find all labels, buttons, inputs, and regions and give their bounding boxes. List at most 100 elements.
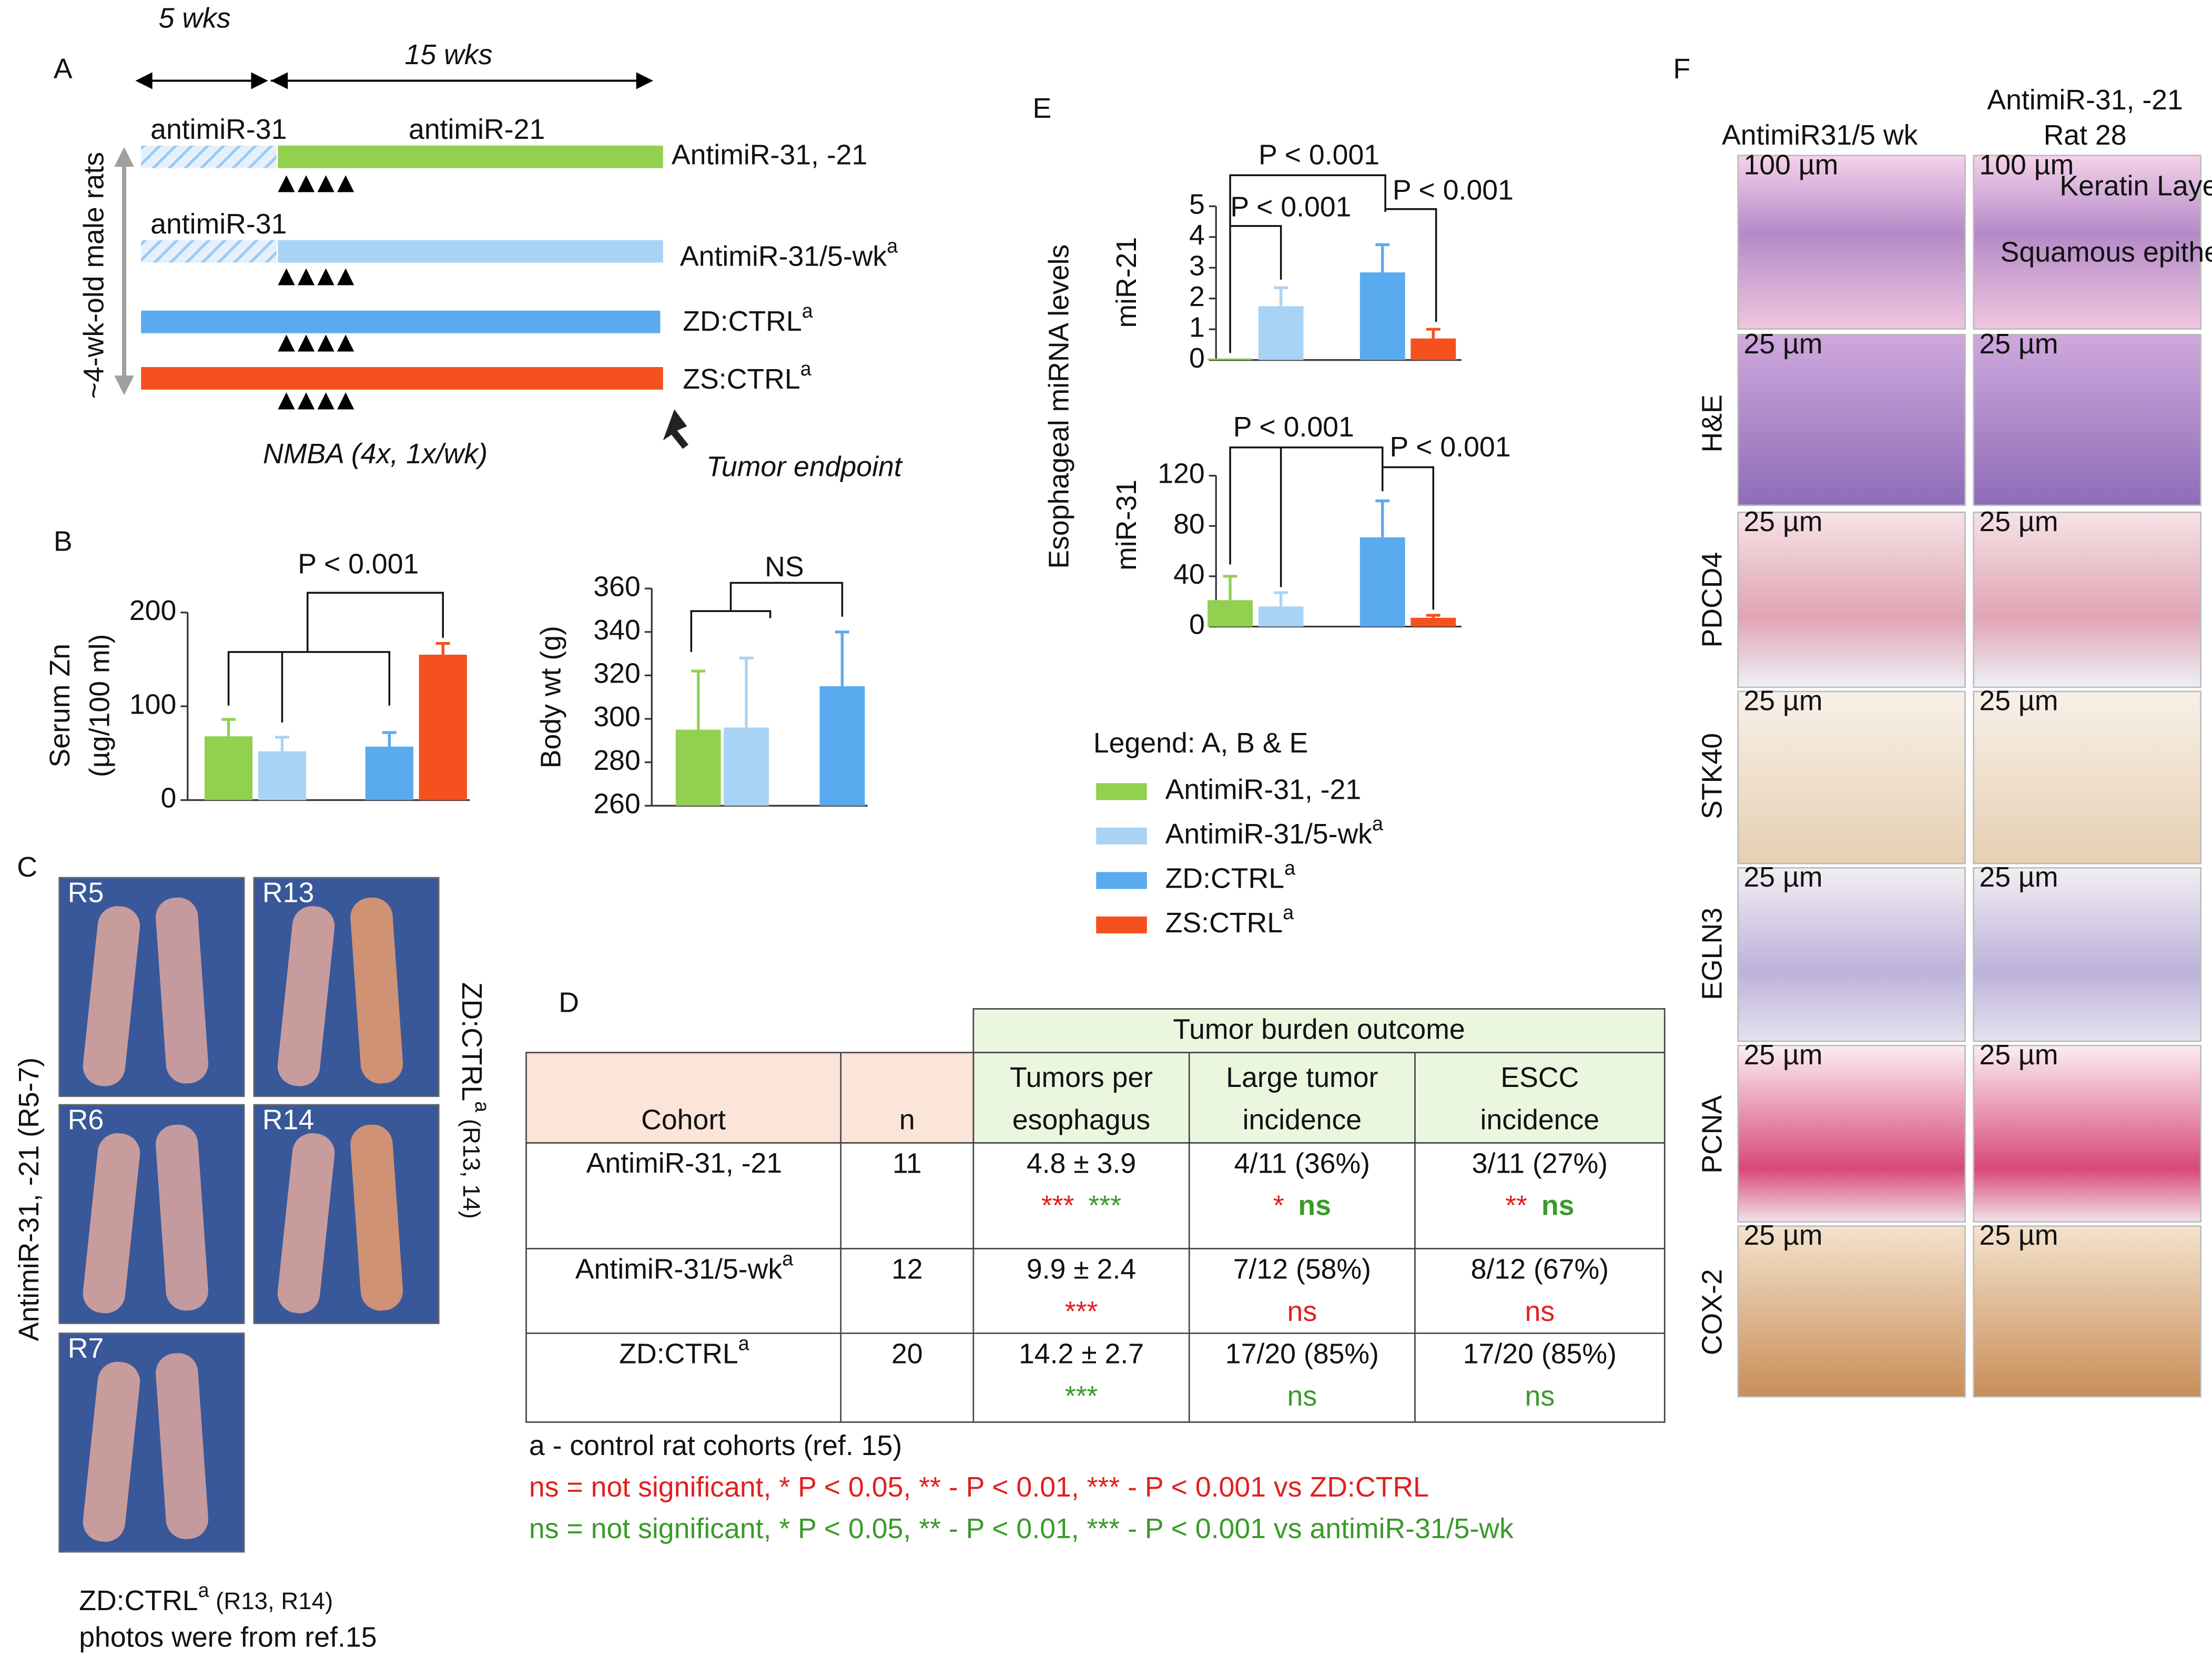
micrograph (1737, 690, 1966, 864)
scale-bar-label: 25 µm (1743, 685, 1822, 717)
injection-marker (317, 392, 334, 410)
y-tick-label: 0 (160, 782, 176, 814)
bracket (690, 610, 772, 652)
scale-bar-label: 25 µm (1979, 506, 2058, 537)
significance-mark: *** (1088, 1190, 1121, 1222)
group-label: ZS:CTRLa (683, 358, 811, 395)
superscript: a (782, 1247, 793, 1269)
cell-value: 4/11 (36%) (1234, 1147, 1370, 1179)
photo-group-label: ZD:CTRLa (R13, 14) (456, 982, 493, 1219)
significance-mark: *** (1041, 1190, 1074, 1222)
superscript: a (1283, 901, 1294, 923)
row-label: STK40 (1696, 733, 1728, 819)
legend-label: ZD:CTRLa (1165, 857, 1295, 894)
bar (1411, 617, 1456, 627)
cell-value: 17/20 (85%) (1463, 1338, 1617, 1370)
bracket (1385, 208, 1437, 322)
label-text: ZD:CTRL (456, 982, 488, 1101)
cohort-size: 11 (892, 1147, 922, 1179)
row-label: PDCD4 (1696, 552, 1728, 648)
superscript: a (198, 1579, 209, 1601)
superscript: a (887, 235, 898, 257)
injection-marker (297, 268, 315, 286)
significance-marks: ns (1525, 1380, 1555, 1412)
photo-tag: R6 (68, 1104, 104, 1135)
y-tick-label: 280 (593, 745, 640, 776)
injection-marker (337, 175, 354, 192)
column-header: incidence (1480, 1104, 1600, 1135)
superscript: a (1284, 857, 1295, 879)
injection-marker (278, 392, 295, 410)
label-text: AntimiR-31/5-wk (1165, 818, 1373, 850)
scale-bar-label: 100 µm (1979, 149, 2074, 180)
significance-marks: * ns (1273, 1190, 1331, 1222)
row-label: COX-2 (1696, 1269, 1728, 1355)
micrograph (1973, 867, 2201, 1042)
cell-value: 7/12 (58%) (1233, 1254, 1371, 1285)
micrograph (1737, 867, 1966, 1042)
label-text: AntimiR-31/5-wk (680, 241, 887, 272)
bar-label: antimiR-31 (150, 114, 287, 145)
bar (675, 729, 721, 806)
label-text: ZD:CTRL (619, 1338, 738, 1370)
column-header: AntimiR31/5 wk (1722, 119, 1918, 151)
label-text: AntimiR-31, -21 (1165, 774, 1362, 806)
superscript: a (471, 1101, 493, 1112)
legend-swatch (1096, 783, 1147, 800)
y-tick-label: 0 (1189, 609, 1205, 640)
footnote: ns = not significant, * P < 0.05, ** - P… (529, 1513, 1514, 1544)
cell-value: 14.2 ± 2.7 (1019, 1338, 1144, 1370)
y-tick-label: 80 (1173, 508, 1205, 540)
bar (204, 736, 253, 800)
y-tick-label: 2 (1189, 281, 1205, 312)
injection-marker (337, 392, 354, 410)
micrograph (1737, 1044, 1966, 1223)
photo-tag: R14 (262, 1104, 314, 1135)
bracket (1229, 446, 1384, 565)
significance-label: NS (765, 551, 804, 583)
significance-label: P < 0.001 (1259, 139, 1379, 171)
column-header: incidence (1243, 1104, 1362, 1135)
y-tick-label: 100 (129, 688, 176, 720)
bar (365, 746, 413, 800)
bracket (1230, 225, 1282, 280)
group-label: ZD:CTRLa (683, 300, 813, 337)
scale-bar-label: 25 µm (1979, 685, 2058, 717)
esophagus (83, 1133, 140, 1314)
photo-caption: ZD:CTRLa (R13, R14) (79, 1579, 333, 1616)
scale-bar-label: 25 µm (1743, 1219, 1822, 1251)
group-label: AntimiR-31, -21 (672, 139, 868, 171)
significance-mark: *** (1065, 1380, 1098, 1412)
label-text: (R13, 14) (458, 1112, 485, 1219)
y-tick-label: 0 (1189, 342, 1205, 374)
bar-label: antimiR-21 (409, 114, 545, 145)
duration-label: 15 wks (405, 39, 493, 70)
legend-label: AntimiR-31/5-wka (1165, 812, 1383, 850)
scale-bar-label: 25 µm (1743, 1039, 1822, 1071)
timeline-shapes (114, 72, 689, 449)
panel-label: E (1033, 93, 1052, 124)
injection-marker (297, 334, 315, 352)
significance-mark: ** (1505, 1190, 1527, 1222)
cell-value: 17/20 (85%) (1225, 1338, 1379, 1370)
micrograph (1737, 155, 1966, 330)
significance-mark: ns (1287, 1296, 1317, 1327)
y-axis-label: Body wt (g) (535, 626, 567, 768)
photo-tag: R7 (68, 1332, 104, 1364)
esophagus (156, 1353, 208, 1539)
esophagus (156, 897, 208, 1084)
superscript: a (738, 1332, 749, 1354)
superscript: a (1372, 812, 1383, 835)
photo-tag: R13 (262, 877, 314, 908)
y-tick-label: 1 (1189, 311, 1205, 343)
legend-label: ZS:CTRLa (1165, 901, 1294, 939)
scale-bar-label: 25 µm (1743, 861, 1822, 893)
y-tick-label: 360 (593, 571, 640, 602)
footnote: ns = not significant, * P < 0.05, ** - P… (529, 1471, 1429, 1503)
significance-label: P < 0.001 (1393, 175, 1514, 206)
axis-label: ~4-wk-old male rats (78, 152, 110, 399)
label-text: ZS:CTRL (683, 363, 800, 395)
injection-marker (278, 175, 295, 192)
column-header: ESCC (1500, 1062, 1579, 1093)
